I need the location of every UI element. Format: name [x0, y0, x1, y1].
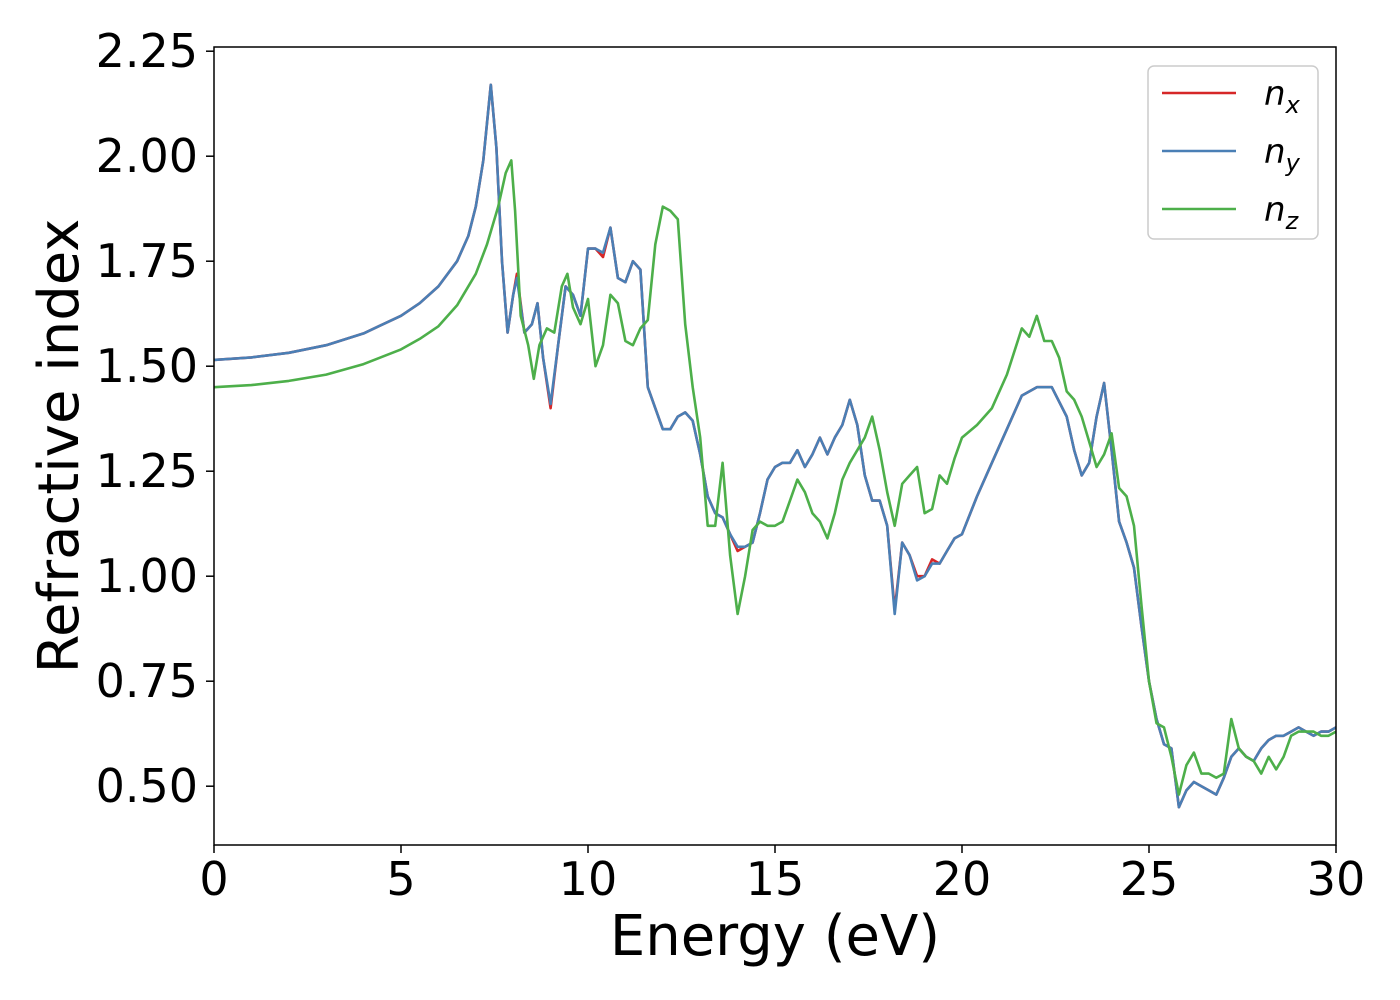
x-tick-label: 30 — [1307, 852, 1366, 906]
x-tick-label: 20 — [933, 852, 992, 906]
x-axis-label: Energy (eV) — [610, 904, 940, 969]
y-tick-label: 2.00 — [96, 129, 198, 183]
x-tick-label: 25 — [1120, 852, 1179, 906]
series-line-z — [214, 159, 1336, 796]
y-tick-label: 0.50 — [96, 759, 198, 813]
legend-label-x: nx — [1264, 74, 1301, 119]
x-tick-label: 0 — [199, 852, 228, 906]
legend: nx ny nz — [1147, 65, 1319, 240]
y-tick-label: 1.75 — [96, 234, 198, 288]
x-tick-label: 15 — [746, 852, 805, 906]
y-ticks: 0.50 0.75 1.00 1.25 1.50 1.75 2.00 2.25 — [96, 24, 214, 813]
y-tick-label: 2.25 — [96, 24, 198, 78]
x-tick-label: 5 — [386, 852, 415, 906]
y-tick-label: 1.50 — [96, 339, 198, 393]
x-tick-label: 10 — [559, 852, 618, 906]
x-ticks: 0 5 10 15 20 25 30 — [199, 845, 1365, 906]
y-tick-label: 1.25 — [96, 444, 198, 498]
y-tick-label: 0.75 — [96, 654, 198, 708]
legend-label-y: ny — [1264, 132, 1301, 177]
y-axis-label: Refractive index — [27, 219, 92, 674]
legend-box — [1147, 65, 1319, 240]
series-layer — [214, 83, 1336, 809]
legend-label-z: nz — [1264, 190, 1300, 235]
y-tick-label: 1.00 — [96, 549, 198, 603]
series-line-y — [214, 83, 1336, 809]
